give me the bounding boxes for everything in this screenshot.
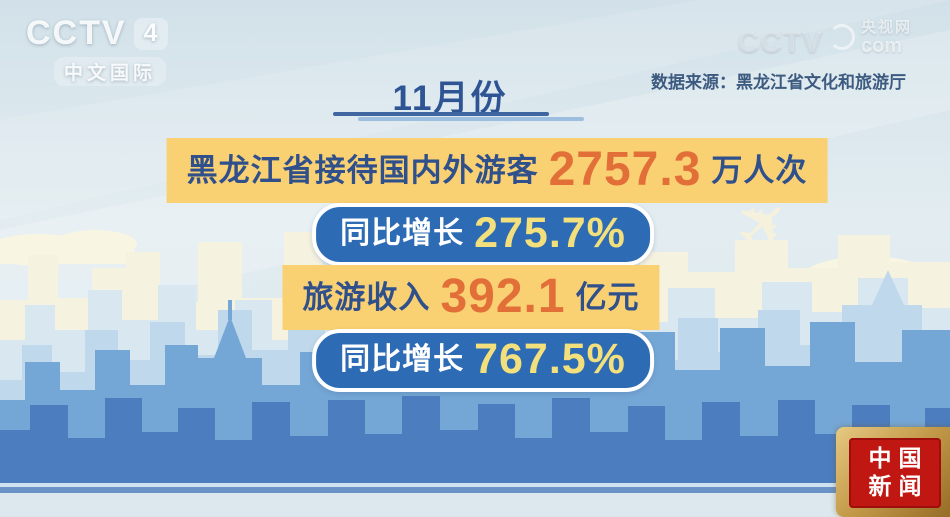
stat-value: 392.1: [440, 270, 566, 323]
channel-subtitle: 中文国际: [54, 57, 167, 86]
stat-unit: 亿元: [575, 279, 640, 315]
stat-pill-revenue-growth: 同比增长 767.5%: [312, 329, 654, 392]
stat-label: 同比增长: [340, 342, 465, 376]
antenna: [228, 300, 232, 320]
cloud: [0, 230, 137, 266]
title-underline-dark: [333, 112, 549, 116]
badge-line1: 中国: [868, 445, 929, 472]
city-skyline-background: ✈: [0, 0, 950, 493]
stat-pill-visitor-growth: 同比增长 275.7%: [312, 203, 654, 266]
data-source-label: 数据来源：黑龙江省文化和旅游厅: [651, 73, 906, 92]
stat-label: 旅游收入: [302, 279, 431, 315]
channel-number-box: 4: [133, 17, 168, 50]
page-title: 11月份: [392, 79, 508, 118]
stat-label: 同比增长: [340, 216, 465, 250]
stat-value: 2757.3: [548, 143, 702, 196]
stat-banner-visitors: 黑龙江省接待国内外游客 2757.3 万人次: [166, 138, 828, 203]
badge-line2: 新闻: [868, 473, 929, 499]
watermark-domain: com: [860, 34, 903, 57]
stat-value: 767.5%: [474, 335, 626, 383]
title-underline-light: [358, 117, 584, 121]
waterline-dark: [0, 487, 950, 493]
stat-label: 黑龙江省接待国内外游客: [186, 152, 539, 188]
cctv4-logo: CCTV 4 中文国际: [26, 14, 168, 86]
watermark-brand-text: CCTV: [737, 26, 823, 59]
watermark-swoosh-icon: [828, 24, 855, 50]
cctv-logo-text: CCTV: [26, 14, 127, 52]
stat-unit: 万人次: [711, 152, 808, 188]
cctv-com-watermark: CCTV 央视网 com: [737, 20, 912, 60]
badge-red-panel: 中国 新闻: [849, 438, 941, 508]
channel-number: 4: [143, 19, 158, 47]
china-news-program-badge: 中国 新闻: [836, 427, 950, 517]
stat-banner-revenue: 旅游收入 392.1 亿元: [282, 265, 660, 330]
stat-value: 275.7%: [474, 209, 626, 257]
skyline-base: [0, 455, 950, 486]
waterline-light: [0, 483, 950, 487]
watermark-site-name: 央视网: [860, 19, 912, 36]
